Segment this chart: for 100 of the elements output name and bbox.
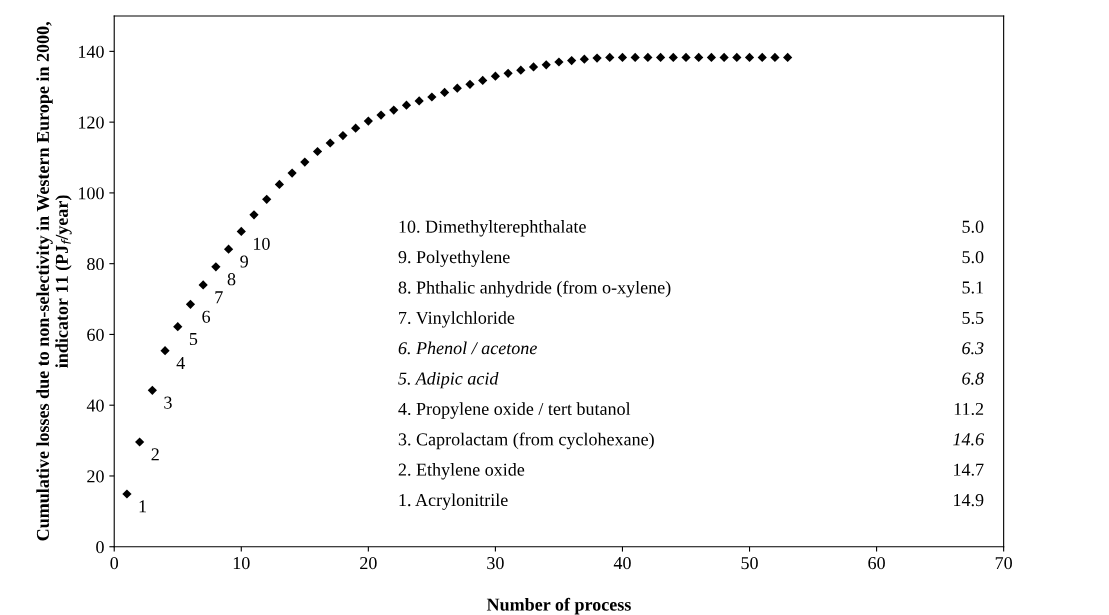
point: [757, 52, 767, 62]
point: [363, 116, 373, 126]
annotation: 9. Polyethylene: [398, 250, 510, 267]
x-tick-label: 10: [233, 556, 250, 570]
x-tick-label: 30: [487, 556, 504, 570]
point: [338, 130, 348, 141]
point: [783, 52, 793, 62]
y-tick-label: 20: [87, 470, 104, 483]
annotation: 9: [240, 255, 248, 268]
point: [490, 71, 501, 81]
x-tick-label: 70: [995, 556, 1012, 570]
y-axis-title: Cumulative losses due to non-selectivity in Western Europe in 2000, indicator 11 (PJ$_{f}$/year): [36, 22, 72, 541]
x-tick-label: 40: [613, 556, 631, 570]
annotation: 14.7: [954, 463, 984, 476]
point: [554, 57, 564, 67]
x-tick-label: 20: [360, 556, 377, 570]
point: [579, 54, 589, 64]
annotation: 6: [202, 310, 211, 323]
point: [173, 322, 183, 332]
annotation: 5: [189, 333, 198, 346]
point: [122, 489, 132, 499]
annotation: 6.3: [962, 342, 984, 355]
point: [630, 52, 640, 62]
annotation: 14.9: [954, 494, 984, 507]
annotation: 7: [215, 291, 223, 304]
point: [528, 62, 539, 72]
point: [401, 100, 412, 110]
annotation: 6. Phenol / acetone: [398, 341, 537, 355]
point: [439, 87, 450, 98]
point: [503, 68, 513, 78]
point: [223, 244, 234, 254]
point: [300, 157, 310, 167]
point: [351, 123, 361, 133]
point: [732, 52, 742, 62]
point: [160, 346, 170, 356]
annotation: 5.5: [962, 311, 984, 324]
point: [605, 52, 615, 62]
point: [185, 299, 196, 309]
point: [465, 79, 475, 89]
x-tick-label: 50: [741, 556, 758, 570]
x-tick-label: 0: [110, 556, 119, 570]
point: [274, 179, 285, 190]
point: [617, 52, 628, 62]
annotation: 3: [164, 396, 172, 409]
point: [541, 60, 551, 70]
annotation: 7. Vinylchloride: [399, 311, 515, 328]
point: [770, 52, 780, 62]
point: [592, 53, 602, 63]
point: [706, 52, 717, 62]
point: [516, 65, 526, 75]
point: [236, 226, 246, 237]
point: [452, 83, 462, 93]
point: [478, 75, 488, 85]
y-tick-label: 100: [79, 187, 104, 200]
x-axis-title: Number of process: [486, 597, 631, 615]
point: [325, 138, 335, 148]
point: [211, 262, 221, 272]
y-tick-label: 120: [79, 116, 104, 129]
point: [287, 168, 297, 178]
point: [643, 52, 653, 62]
y-tick-label: 140: [79, 45, 104, 58]
annotation: 14.6: [953, 433, 984, 446]
y-tick-label: 60: [87, 328, 104, 341]
annotation: 1: [139, 500, 146, 513]
annotation: 8. Phthalic anhydride (from o-xylene): [398, 280, 671, 298]
y-tick-label: 80: [87, 257, 104, 271]
point: [668, 52, 678, 62]
annotation: 2. Ethylene oxide: [398, 463, 525, 480]
point: [135, 437, 145, 447]
point: [312, 146, 323, 157]
point: [719, 52, 729, 62]
annotation: 5. Adipic acid: [398, 371, 499, 389]
annotation: 5.0: [962, 220, 984, 233]
annotation: 5.1: [962, 281, 983, 294]
point: [389, 105, 399, 115]
annotation: 11.2: [954, 402, 984, 416]
point: [198, 280, 208, 290]
point: [681, 52, 691, 62]
point: [694, 52, 704, 62]
point: [414, 96, 424, 106]
point: [262, 194, 272, 204]
x-tick-label: 60: [868, 556, 885, 570]
annotation: 4. Propylene oxide / tert butanol: [398, 402, 631, 419]
annotation: 10. Dimethylterephthalate: [399, 220, 586, 237]
annotation: 8: [227, 273, 236, 286]
point: [427, 92, 437, 102]
annotation: 10: [253, 237, 270, 250]
y-tick-label: 0: [96, 540, 104, 554]
annotation: 5.0: [962, 250, 984, 264]
point: [567, 55, 577, 66]
point: [249, 210, 259, 220]
point: [376, 110, 386, 120]
point: [147, 385, 157, 395]
annotation: 6.8: [962, 372, 984, 385]
annotation: 4: [176, 357, 185, 369]
point: [744, 52, 755, 62]
annotation: 3. Caprolactam (from cyclohexane): [398, 432, 654, 450]
point: [655, 52, 666, 62]
annotation: 2: [151, 448, 159, 461]
y-tick-label: 40: [86, 399, 104, 412]
